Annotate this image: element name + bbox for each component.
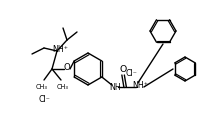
Text: CH₃: CH₃ — [57, 84, 69, 90]
Text: O: O — [64, 64, 70, 72]
Text: NH⁺: NH⁺ — [132, 81, 148, 89]
Text: NH: NH — [109, 83, 121, 91]
Text: O: O — [119, 66, 127, 75]
Text: Cl⁻: Cl⁻ — [38, 94, 50, 103]
Text: CH₃: CH₃ — [36, 84, 48, 90]
Text: Cl⁻: Cl⁻ — [126, 69, 138, 78]
Text: NH⁺: NH⁺ — [52, 45, 68, 53]
